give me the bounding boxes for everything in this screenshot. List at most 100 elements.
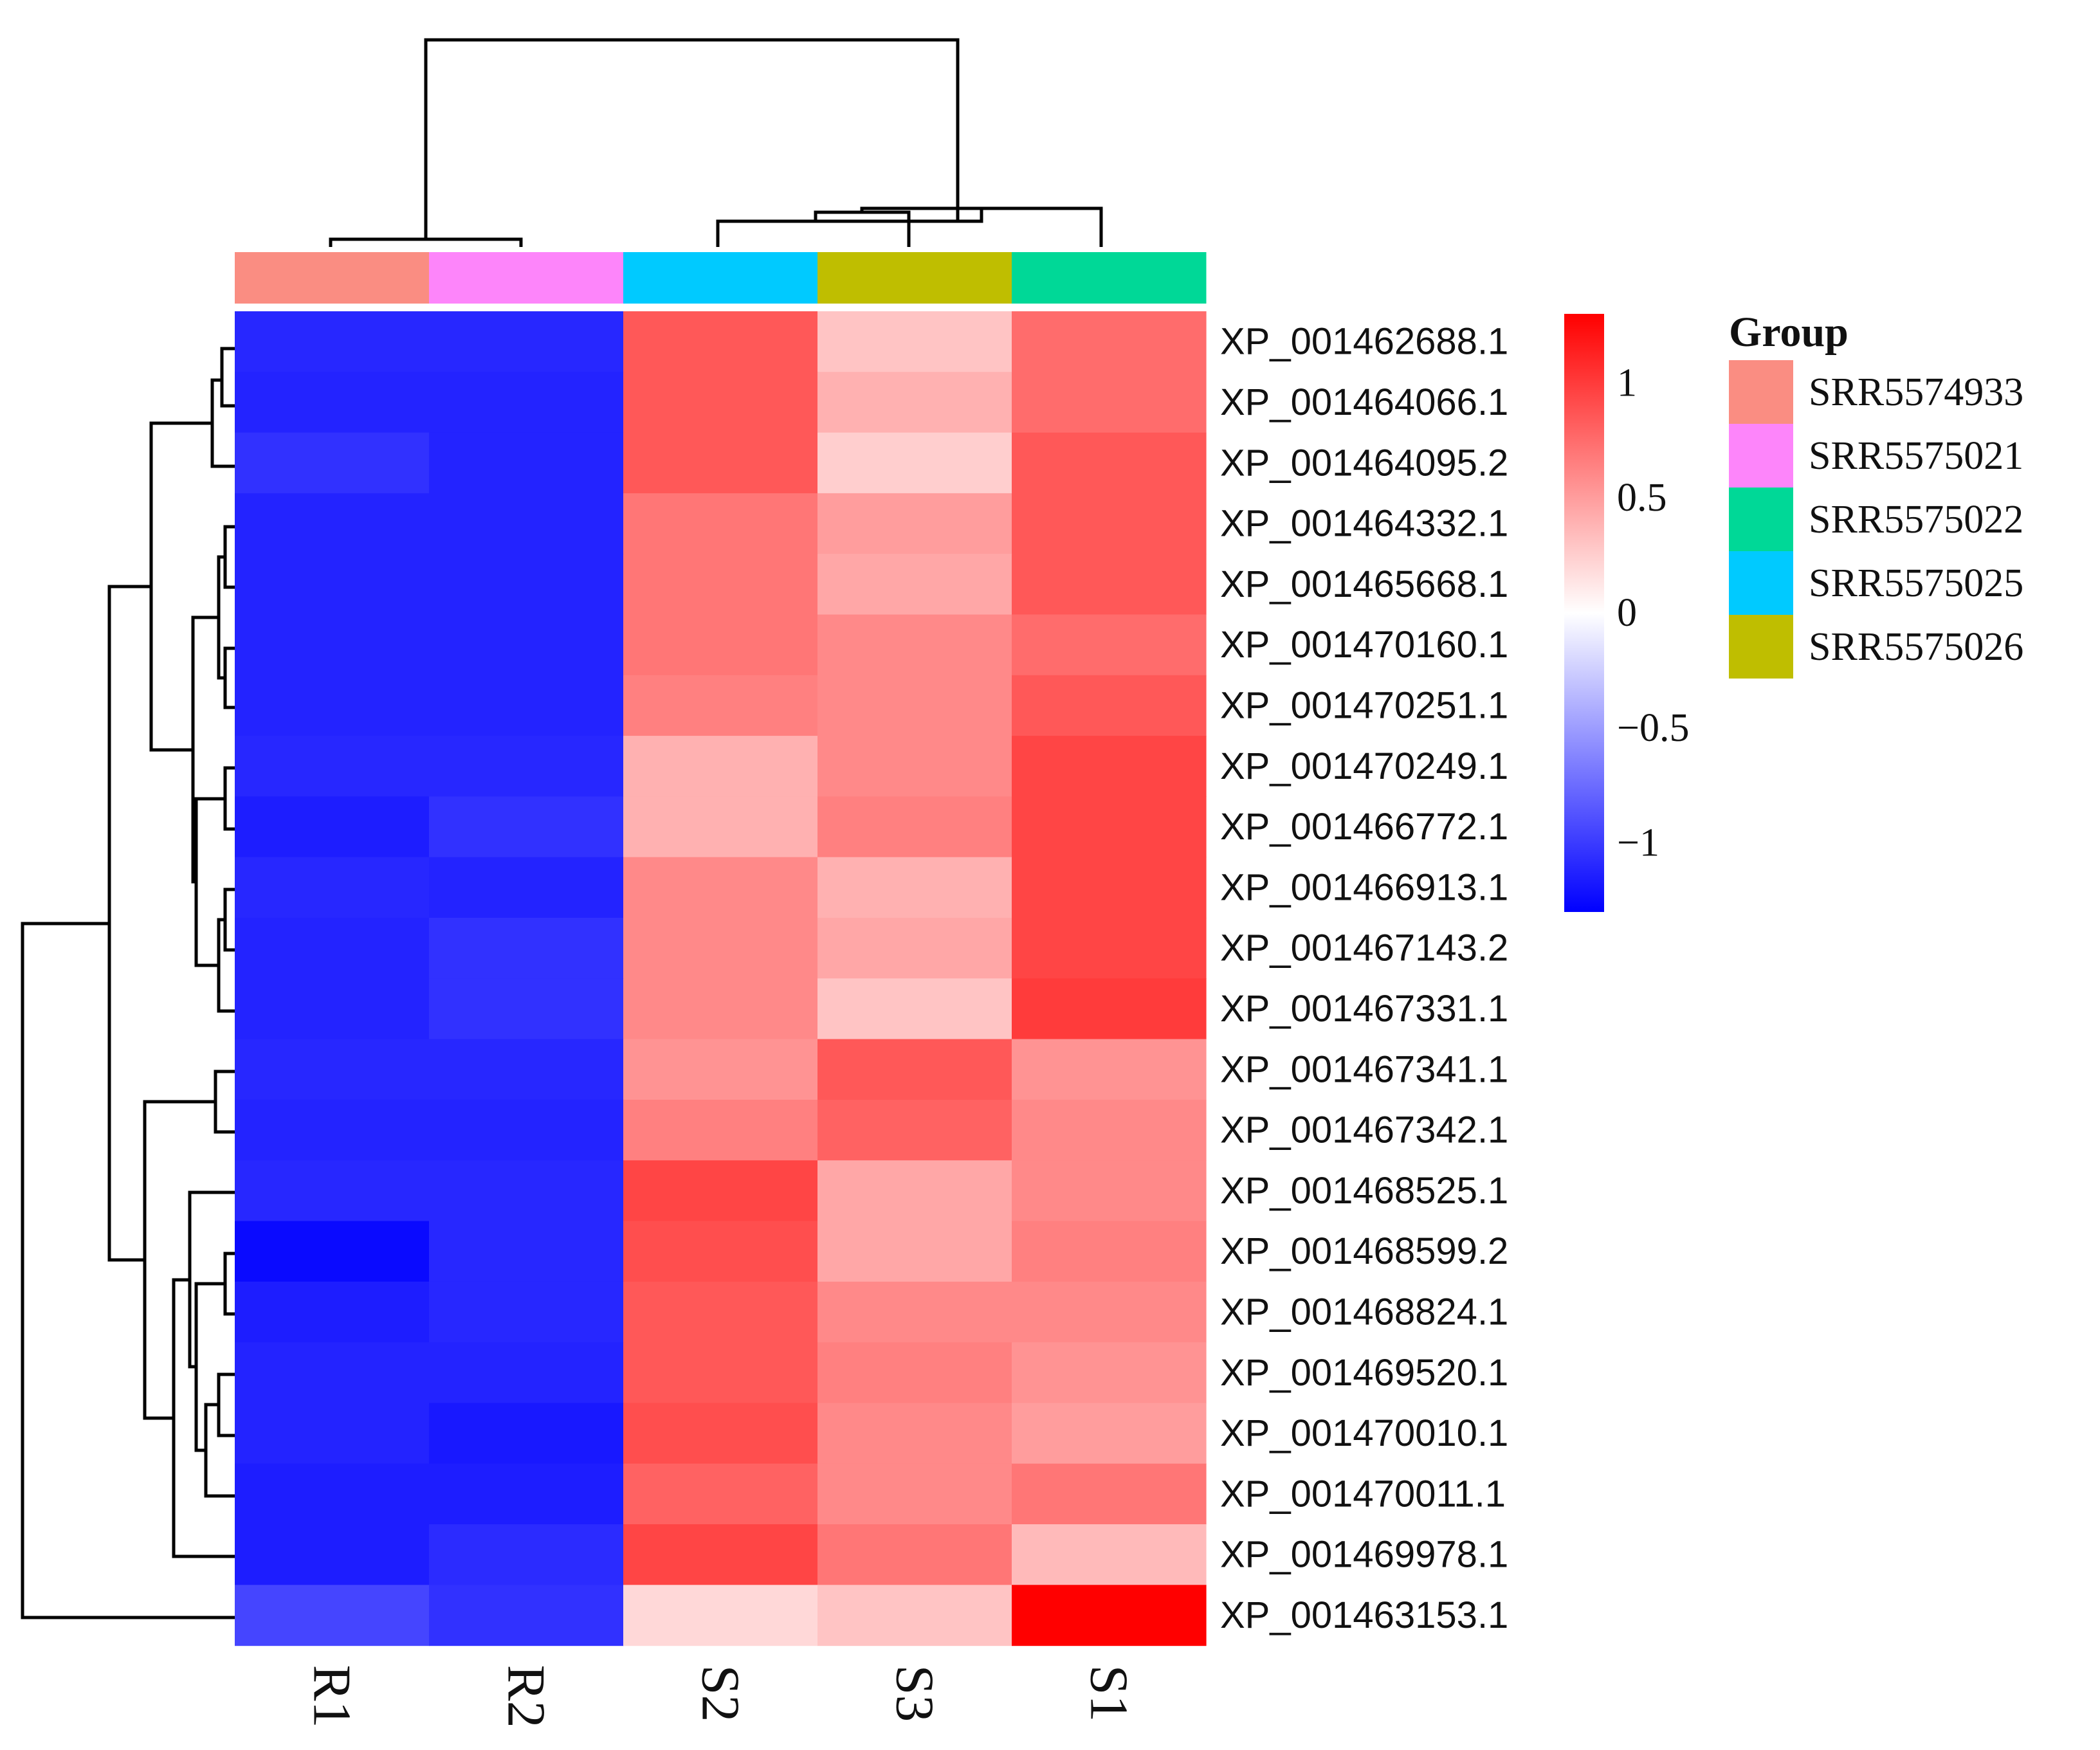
heatmap-cell [1012,1281,1207,1343]
heatmap-cell [429,978,624,1040]
heatmap-cell [623,372,818,433]
heatmap-cell [429,614,624,676]
row-label: XP_001468599.2 [1220,1230,1508,1272]
heatmap-cell [235,554,430,615]
heatmap-cell [429,857,624,918]
heatmap-cell [1012,978,1207,1040]
column-annotation-bar [235,252,1207,304]
heatmap-cell [817,432,1012,494]
column-label: S2 [691,1665,751,1722]
heatmap-cell [1012,1403,1207,1464]
color-scale-ticks: −1 −0.5 0 0.5 1 [1617,361,1689,864]
heatmap-cell [429,736,624,797]
column-label: R2 [497,1665,556,1728]
heatmap-cell [1012,736,1207,797]
heatmap-cell [235,1160,430,1222]
heatmap-cells [235,311,1207,1646]
legend-label: SRR5575026 [1809,625,2023,669]
legend-title: Group [1729,309,1849,356]
row-label: XP_001467342.1 [1220,1109,1508,1151]
heatmap-cell [1012,918,1207,979]
heatmap-cell [235,736,430,797]
heatmap-cell [235,614,430,676]
heatmap-cell [1012,432,1207,494]
row-label: XP_001470011.1 [1220,1473,1506,1515]
heatmap-cell [235,675,430,736]
row-label: XP_001470010.1 [1220,1412,1508,1454]
heatmap-cell [623,1281,818,1343]
color-scale-tick-label: −1 [1617,821,1659,865]
heatmap-cell [1012,311,1207,372]
heatmap-cell [623,432,818,494]
heatmap-cell [429,1099,624,1161]
row-label: XP_001469978.1 [1220,1534,1508,1576]
heatmap-cell [429,1403,624,1464]
heatmap-cell [429,1585,624,1646]
heatmap-cell [623,978,818,1040]
heatmap-cell [817,614,1012,676]
heatmap-cell [623,796,818,858]
heatmap-cell [623,1524,818,1585]
row-labels: XP_001462688.1 XP_001464066.1 XP_001464095… [1220,321,1508,1636]
heatmap-cell [429,796,624,858]
color-scale-tick-label: −0.5 [1617,706,1689,750]
heatmap-cell [817,1281,1012,1343]
row-label: XP_001466913.1 [1220,866,1508,908]
heatmap-cell [1012,857,1207,918]
heatmap-cell [1012,1585,1207,1646]
annotation-cell-r1 [235,252,430,304]
row-dendrogram [21,347,235,1619]
heatmap-cell [817,554,1012,615]
row-label: XP_001464095.2 [1220,442,1508,484]
heatmap-cell [1012,372,1207,433]
heatmap-cell [1012,1524,1207,1585]
heatmap-cell [429,372,624,433]
heatmap-cell [235,1039,430,1100]
column-dendrogram [329,38,1103,247]
heatmap-cell [623,1039,818,1100]
heatmap-cell [817,857,1012,918]
heatmap-cell [429,1342,624,1403]
heatmap-cell [1012,614,1207,676]
heatmap-cell [429,675,624,736]
heatmap-cell [623,918,818,979]
heatmap-cell [235,1281,430,1343]
column-label: S1 [1079,1665,1139,1722]
heatmap-cell [1012,554,1207,615]
heatmap-cell [429,918,624,979]
row-label: XP_001465668.1 [1220,563,1508,605]
legend-swatch [1729,615,1793,679]
heatmap-cell [623,614,818,676]
heatmap-cell [235,1099,430,1161]
group-legend: Group SRR5574933SRR5575021SRR5575022SRR5… [1729,309,2023,679]
heatmap-cell [817,1403,1012,1464]
color-scale: −1 −0.5 0 0.5 1 [1564,314,1689,912]
legend-swatch [1729,551,1793,615]
column-labels: R1 R2 S2 S3 S1 [302,1665,1139,1728]
heatmap-cell [817,1039,1012,1100]
heatmap-cell [817,978,1012,1040]
row-label: XP_001464066.1 [1220,381,1508,423]
heatmap-cell [817,493,1012,554]
heatmap-cell [235,432,430,494]
heatmap-cell [429,311,624,372]
heatmap-cell [623,554,818,615]
heatmap-cell [1012,1160,1207,1222]
heatmap-cell [817,372,1012,433]
annotation-cell-s2 [623,252,818,304]
heatmap-cell [623,675,818,736]
heatmap-cell [235,1221,430,1282]
heatmap-cell [817,1585,1012,1646]
heatmap-cell [429,554,624,615]
row-label: XP_001462688.1 [1220,321,1508,363]
heatmap-cell [1012,1463,1207,1525]
heatmap-cell [235,493,430,554]
row-label: XP_001469520.1 [1220,1352,1508,1394]
row-label: XP_001470249.1 [1220,745,1508,787]
heatmap-cell [235,1463,430,1525]
legend-label: SRR5574933 [1809,370,2023,414]
heatmap-cell [623,493,818,554]
heatmap-cell [817,1160,1012,1222]
heatmap-cell [817,736,1012,797]
